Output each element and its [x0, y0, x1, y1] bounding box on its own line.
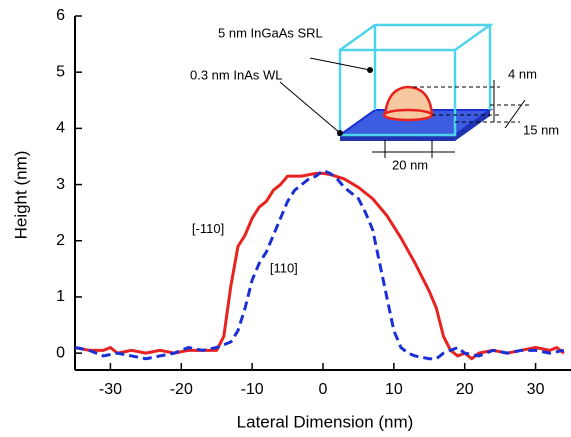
series-label: [-110]	[192, 221, 224, 236]
inset-label: 0.3 nm InAs WL	[190, 67, 282, 82]
srl-box	[338, 23, 494, 137]
y-tick-label: 2	[56, 232, 65, 249]
inset-label: 4 nm	[508, 66, 537, 81]
pointer-dot	[337, 130, 343, 136]
series-line	[74, 169, 565, 361]
x-tick-label: -20	[170, 381, 193, 398]
inset-label: 5 nm InGaAs SRL	[218, 25, 323, 40]
y-tick-label: 4	[56, 120, 65, 137]
inset-label: 15 nm	[523, 122, 559, 137]
y-tick-label: 3	[56, 176, 65, 193]
dimension-lines	[279, 57, 530, 158]
wetting-layer-edge	[340, 135, 455, 141]
pointer-dot	[367, 67, 373, 73]
series-label: [110]	[270, 260, 298, 275]
y-tick-label: 5	[56, 63, 65, 80]
x-tick-label: -30	[99, 381, 122, 398]
y-axis-label: Height (nm)	[11, 151, 30, 240]
x-tick-label: 30	[527, 381, 545, 398]
x-tick-label: -10	[241, 381, 264, 398]
x-tick-label: 10	[385, 381, 403, 398]
quantum-dot-base	[382, 108, 434, 122]
y-tick-label: 1	[56, 288, 65, 305]
x-axis-label: Lateral Dimension (nm)	[237, 412, 414, 431]
series-line	[74, 171, 565, 361]
y-tick-label: 0	[56, 344, 65, 361]
x-tick-label: 0	[319, 381, 328, 398]
x-tick-label: 20	[456, 381, 474, 398]
y-tick-label: 6	[56, 7, 65, 24]
inset-diagram: 5 nm InGaAs SRL 0.3 nm InAs WL 4 nm 15 n…	[190, 23, 559, 172]
inset-label: 20 nm	[392, 157, 428, 172]
wetting-layer-side	[455, 110, 490, 141]
quantum-dot	[383, 85, 434, 117]
